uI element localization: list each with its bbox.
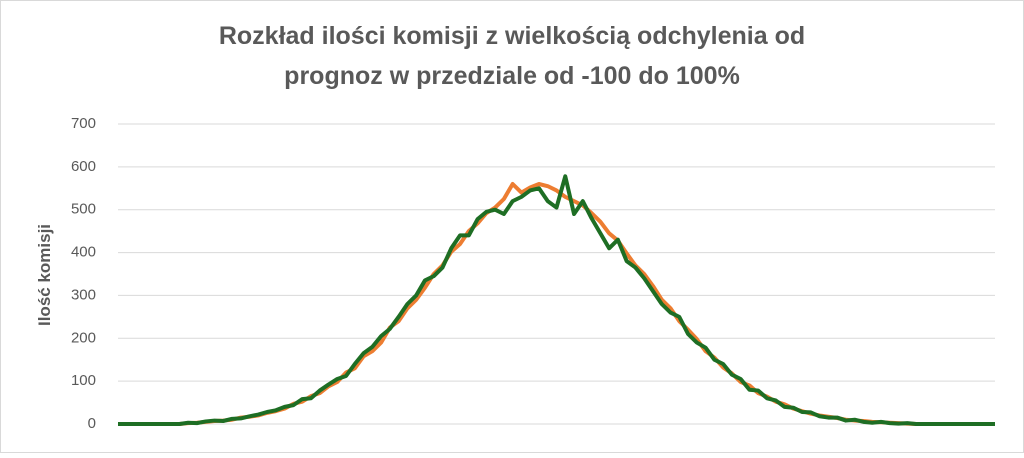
- y-tick-label: 500: [71, 201, 96, 218]
- y-tick-label: 0: [88, 415, 96, 432]
- chart-title: prognoz w przedziale od -100 do 100%: [284, 62, 740, 90]
- y-tick-label: 200: [71, 329, 96, 346]
- data-line: [118, 174, 995, 426]
- y-axis-label: Ilość komisji: [35, 224, 54, 326]
- chart-title: Rozkład ilości komisji z wielkością odch…: [219, 22, 805, 50]
- y-tick-label: 400: [71, 244, 96, 261]
- y-tick-label: 100: [71, 372, 96, 389]
- y-tick-label: 600: [71, 158, 96, 175]
- y-tick-label: 700: [71, 115, 96, 132]
- y-tick-label: 300: [71, 286, 96, 303]
